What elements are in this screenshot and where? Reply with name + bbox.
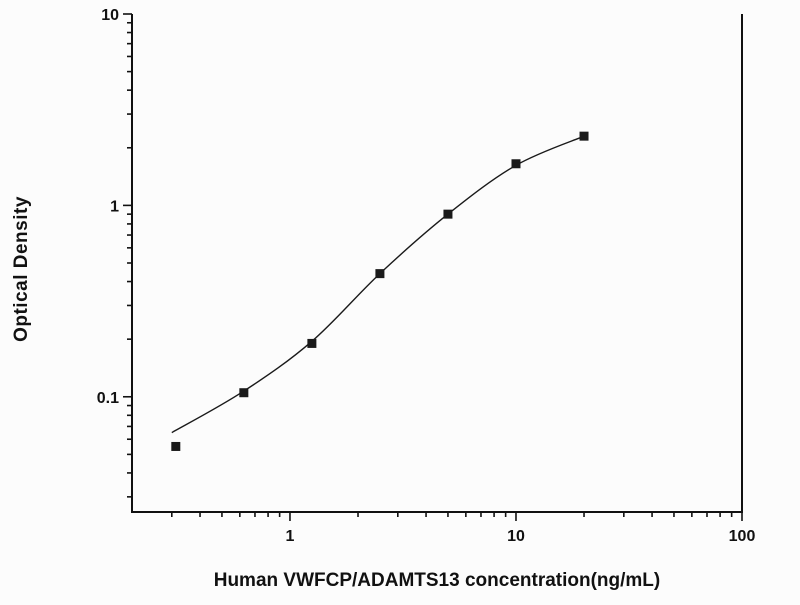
x-axis-title: Human VWFCP/ADAMTS13 concentration(ng/mL… [213, 570, 661, 591]
svg-text:10: 10 [507, 528, 525, 545]
svg-text:1: 1 [286, 528, 295, 545]
svg-text:0.1: 0.1 [97, 390, 119, 407]
svg-text:1: 1 [110, 198, 119, 215]
svg-text:10: 10 [101, 7, 119, 24]
svg-text:100: 100 [729, 528, 756, 545]
y-axis-title: Optical Density [11, 196, 32, 342]
